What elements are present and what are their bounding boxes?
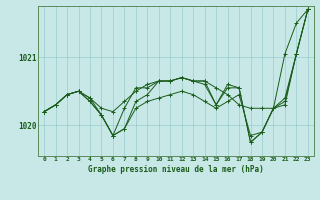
X-axis label: Graphe pression niveau de la mer (hPa): Graphe pression niveau de la mer (hPa) [88, 165, 264, 174]
